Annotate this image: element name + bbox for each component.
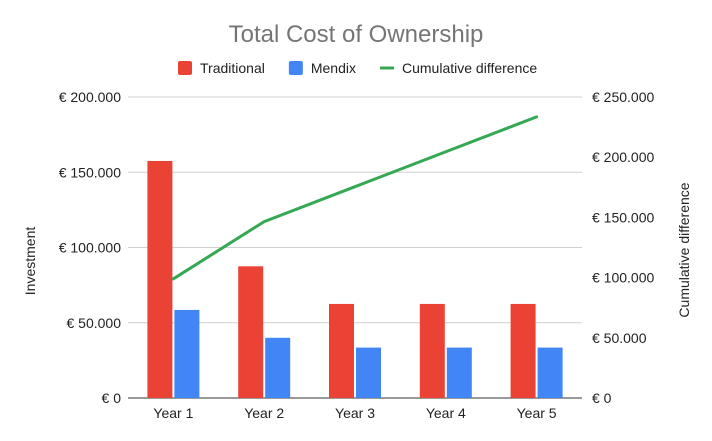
y-tick-label-left: € 0 (102, 390, 122, 406)
bars (147, 160, 563, 398)
y-tick-label-right: € 0 (592, 390, 612, 406)
gridlines (128, 96, 582, 399)
bar-mendix (446, 347, 472, 398)
bar-mendix (537, 347, 563, 398)
y-tick-label-right: € 50.000 (592, 330, 647, 346)
y-tick-label-right: € 100.000 (592, 270, 654, 286)
bar-mendix (265, 337, 291, 398)
y-axis-title-left: Investment (22, 227, 38, 296)
right-axis-ticks: € 0 € 50.000 € 100.000 € 150.000 € 200.000 € … (592, 89, 654, 406)
line-cumulative-difference (171, 115, 539, 281)
bar-traditional (238, 266, 264, 398)
x-tick-label: Year 5 (517, 405, 557, 421)
x-tick-label: Year 3 (335, 405, 375, 421)
y-axis-title-right: Cumulative difference (676, 182, 692, 317)
legend-swatch-traditional (178, 61, 192, 75)
legend-label-cumulative-difference: Cumulative difference (402, 60, 537, 76)
y-tick-label-right: € 250.000 (592, 89, 654, 105)
bar-traditional (329, 303, 354, 398)
legend-swatch-mendix (288, 61, 303, 75)
y-tick-label-right: € 200.000 (592, 149, 654, 165)
legend-label-mendix: Mendix (311, 60, 356, 76)
chart-title: Total Cost of Ownership (229, 21, 484, 48)
left-axis-ticks: € 0 € 50.000 € 100.000 € 150.000 € 200.000 (59, 89, 122, 406)
bar-traditional (510, 303, 536, 398)
bar-traditional (147, 160, 173, 398)
y-tick-label-left: € 150.000 (59, 164, 121, 180)
x-axis-ticks: Year 1 Year 2 Year 3 Year 4 Year 5 (153, 405, 556, 421)
x-tick-label: Year 4 (426, 405, 466, 421)
x-tick-label: Year 2 (244, 405, 284, 421)
y-tick-label-right: € 150.000 (592, 209, 654, 225)
legend: Traditional Mendix Cumulative difference (178, 60, 537, 76)
x-tick-label: Year 1 (153, 405, 193, 421)
y-tick-label-left: € 200.000 (59, 89, 121, 105)
bar-mendix (356, 347, 381, 398)
bar-traditional (419, 303, 445, 398)
y-tick-label-left: € 50.000 (67, 315, 122, 331)
bar-mendix (174, 309, 200, 398)
lines (171, 115, 539, 281)
legend-label-traditional: Traditional (200, 60, 265, 76)
y-tick-label-left: € 100.000 (59, 240, 121, 256)
